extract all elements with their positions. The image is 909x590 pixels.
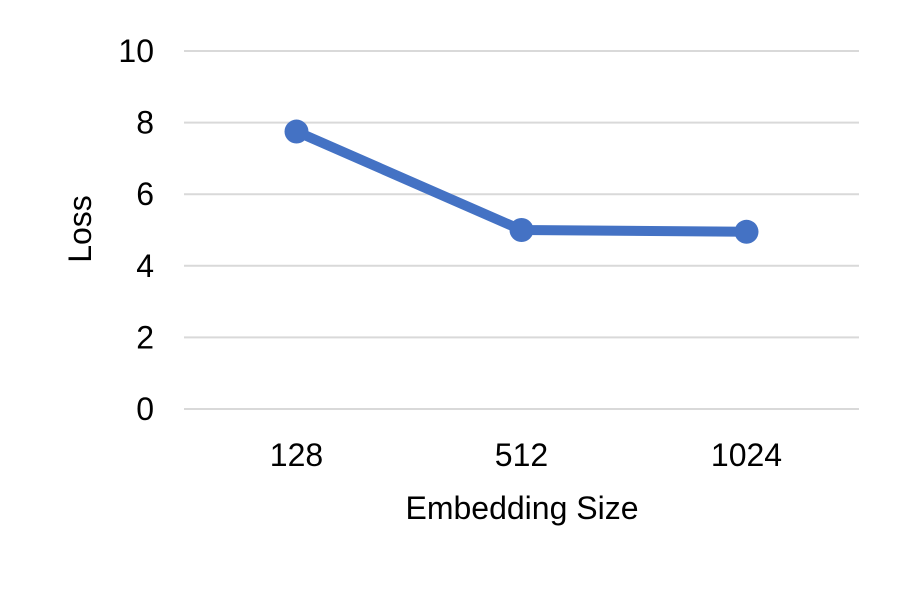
y-axis-ticks: 0 2 4 6 8 10 xyxy=(118,33,154,427)
y-tick-label: 4 xyxy=(136,248,154,284)
data-point xyxy=(734,219,759,244)
y-tick-label: 0 xyxy=(136,391,154,427)
series-layer xyxy=(284,119,759,244)
x-tick-label: 512 xyxy=(495,437,548,473)
y-tick-label: 2 xyxy=(136,319,154,355)
y-tick-label: 6 xyxy=(136,176,154,212)
data-point xyxy=(284,119,309,144)
x-tick-label: 1024 xyxy=(711,437,782,473)
x-axis-title: Embedding Size xyxy=(405,490,638,526)
x-tick-label: 128 xyxy=(270,437,323,473)
data-point xyxy=(509,218,534,242)
series-line xyxy=(291,126,752,237)
y-axis-title: Loss xyxy=(62,195,98,263)
y-tick-label: 8 xyxy=(136,105,154,141)
x-axis-ticks: 128 512 1024 xyxy=(270,437,782,473)
y-tick-label: 10 xyxy=(118,33,154,69)
